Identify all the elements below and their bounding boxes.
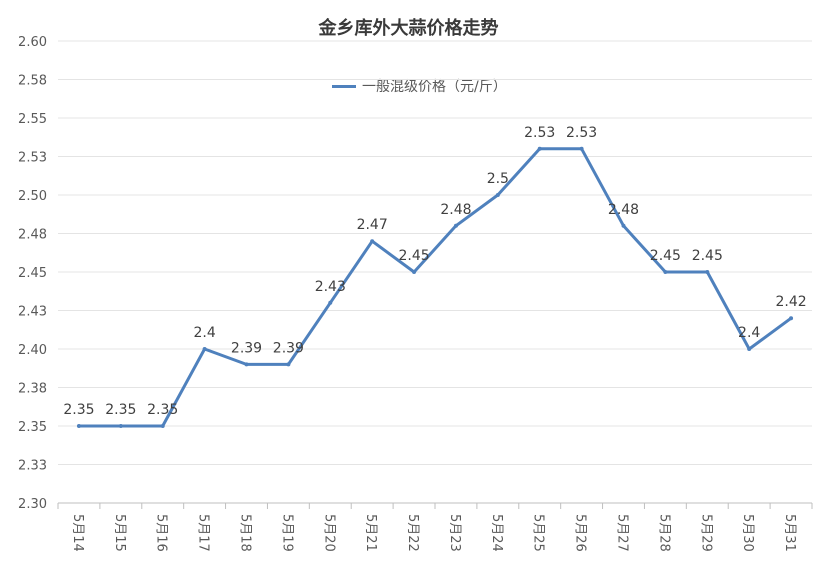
y-tick-label: 2.35 <box>18 420 47 435</box>
y-tick-label: 2.60 <box>18 35 47 50</box>
y-tick-label: 2.33 <box>18 459 47 474</box>
data-label: 2.45 <box>398 248 429 264</box>
data-label: 2.39 <box>273 340 304 356</box>
x-tick-label: 5月28 <box>656 514 671 552</box>
y-tick-label: 2.58 <box>18 74 47 89</box>
y-tick-label: 2.38 <box>18 382 47 397</box>
data-point <box>160 424 165 428</box>
y-tick-label: 2.48 <box>18 228 47 243</box>
y-tick-label: 2.50 <box>18 189 47 204</box>
x-tick-label: 5月26 <box>573 514 588 552</box>
data-point <box>579 146 584 151</box>
data-point <box>202 347 207 351</box>
x-tick-label: 5月24 <box>489 514 504 552</box>
data-label: 2.5 <box>487 171 509 187</box>
y-tick-label: 2.30 <box>18 497 47 512</box>
data-label: 2.53 <box>524 125 555 141</box>
data-label: 2.35 <box>63 402 94 418</box>
data-label: 2.48 <box>440 202 471 218</box>
data-label: 2.43 <box>315 279 346 295</box>
y-tick-label: 2.40 <box>18 343 47 358</box>
data-point <box>76 424 81 428</box>
data-label: 2.39 <box>231 340 262 356</box>
x-tick-label: 5月21 <box>363 514 378 552</box>
data-label: 2.35 <box>147 402 178 418</box>
x-tick-label: 5月20 <box>321 514 336 552</box>
data-point <box>537 146 542 151</box>
x-tick-label: 5月25 <box>531 514 546 552</box>
x-tick-label: 5月14 <box>70 514 85 552</box>
data-label: 2.45 <box>692 248 723 264</box>
legend: 一般混级价格（元/斤） <box>332 76 507 96</box>
data-point <box>495 193 500 197</box>
legend-swatch <box>332 84 356 88</box>
y-tick-label: 2.45 <box>18 266 47 281</box>
x-tick-label: 5月22 <box>405 514 420 552</box>
data-point <box>370 239 375 244</box>
x-tick-label: 5月16 <box>154 514 169 552</box>
data-point <box>663 270 668 274</box>
x-tick-label: 5月29 <box>698 514 713 552</box>
data-label: 2.4 <box>738 325 760 341</box>
data-point <box>412 270 417 274</box>
x-tick-label: 5月27 <box>615 514 630 552</box>
data-label: 2.42 <box>775 294 806 310</box>
chart-title: 金乡库外大蒜价格走势 <box>318 18 499 39</box>
y-tick-label: 2.53 <box>18 151 47 166</box>
data-point <box>286 362 291 367</box>
data-point <box>244 362 249 367</box>
data-label: 2.4 <box>193 325 215 341</box>
data-label: 2.45 <box>650 248 681 264</box>
series-line <box>77 147 793 428</box>
x-tick-label: 5月15 <box>112 514 127 552</box>
x-tick-label: 5月30 <box>740 514 755 552</box>
x-tick-label: 5月23 <box>447 514 462 552</box>
x-tick-label: 5月19 <box>279 514 294 552</box>
legend-label: 一般混级价格（元/斤） <box>362 79 507 95</box>
x-tick-label: 5月18 <box>238 514 253 552</box>
data-point <box>705 270 710 274</box>
data-point <box>621 223 626 228</box>
data-label: 2.48 <box>608 202 639 218</box>
y-tick-label: 2.55 <box>18 112 47 127</box>
data-label: 2.53 <box>566 125 597 141</box>
x-tick-label: 5月31 <box>782 514 797 552</box>
data-point <box>453 223 458 228</box>
x-tick-label: 5月17 <box>196 514 211 552</box>
data-point <box>328 300 333 305</box>
data-label: 2.47 <box>357 217 388 233</box>
data-label: 2.35 <box>105 402 136 418</box>
data-point <box>747 347 752 351</box>
y-tick-label: 2.43 <box>18 305 47 320</box>
data-point <box>789 316 794 321</box>
data-point <box>118 424 123 428</box>
